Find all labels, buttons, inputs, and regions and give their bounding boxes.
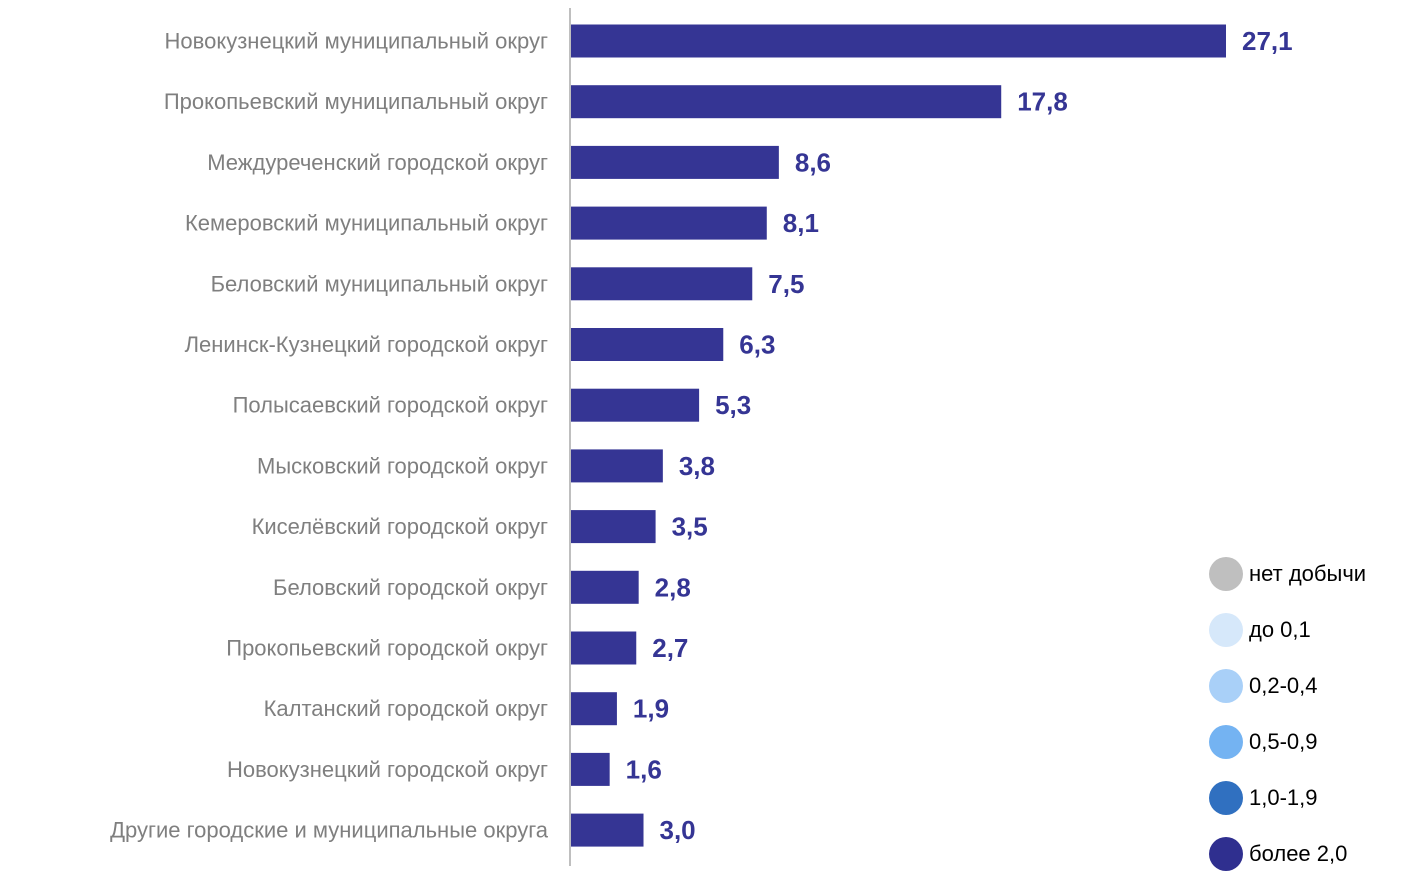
bar	[571, 388, 700, 422]
category-label: Другие городские и муниципальные округа	[110, 818, 549, 843]
bar	[571, 449, 663, 483]
legend-swatch	[1209, 781, 1243, 815]
bars	[571, 24, 1226, 847]
value-label: 8,1	[783, 208, 819, 238]
value-label: 2,8	[655, 572, 691, 602]
legend-label: до 0,1	[1249, 617, 1311, 642]
category-label: Беловский муниципальный округ	[211, 271, 548, 296]
value-label: 1,9	[633, 694, 669, 724]
category-label: Кемеровский муниципальный округ	[185, 211, 548, 236]
value-label: 6,3	[739, 330, 775, 360]
bar	[571, 570, 639, 604]
bar	[571, 24, 1226, 58]
bar	[571, 206, 767, 240]
legend-swatch	[1209, 613, 1243, 647]
value-label: 3,8	[679, 451, 715, 481]
value-labels: 27,1 17,8 8,6 8,1 7,5 6,3 5,3 3,8 3,5 2,8 2,7 1,9 1,…	[626, 26, 1293, 845]
category-label: Новокузнецкий муниципальный округ	[165, 29, 548, 54]
bar	[571, 813, 644, 847]
category-label: Междуреченский городской округ	[207, 150, 548, 175]
category-label: Полысаевский городской округ	[233, 393, 548, 418]
bar	[571, 752, 610, 786]
category-label: Ленинск-Кузнецкий городской округ	[185, 332, 548, 357]
legend-item-0-5-0-9: 0,5-0,9	[1209, 714, 1403, 770]
value-label: 17,8	[1017, 87, 1068, 117]
legend-label: нет добычи	[1249, 561, 1367, 586]
category-label: Прокопьевский городской округ	[226, 636, 548, 661]
value-label: 1,6	[626, 754, 662, 784]
bar	[571, 328, 724, 361]
value-label: 2,7	[652, 633, 688, 663]
bar	[571, 510, 656, 544]
value-label: 27,1	[1242, 26, 1293, 56]
bar	[571, 631, 637, 665]
legend-item-up-to-0-1: до 0,1	[1209, 602, 1403, 658]
legend-item-over-2-0: более 2,0	[1209, 826, 1403, 882]
legend-label: более 2,0	[1249, 841, 1348, 866]
legend-item-1-0-1-9: 1,0-1,9	[1209, 770, 1403, 826]
bar	[571, 145, 779, 179]
category-label: Прокопьевский муниципальный округ	[164, 89, 548, 114]
legend-swatch	[1209, 725, 1243, 759]
value-label: 3,5	[672, 512, 708, 542]
legend-swatch	[1209, 837, 1243, 871]
category-labels: Новокузнецкий муниципальный округ Прокопь…	[110, 29, 549, 843]
category-label: Новокузнецкий городской округ	[227, 757, 548, 782]
value-label: 3,0	[660, 815, 696, 845]
legend-label: 0,5-0,9	[1249, 729, 1318, 754]
bar	[571, 267, 753, 301]
category-label: Калтанский городской округ	[264, 696, 548, 721]
legend-label: 1,0-1,9	[1249, 785, 1318, 810]
value-label: 7,5	[768, 269, 804, 299]
legend: нет добычи до 0,1 0,2-0,4 0,5-0,9 1,0-1,…	[1209, 546, 1403, 882]
legend-item-no-mining: нет добычи	[1209, 546, 1403, 602]
category-label: Мысковский городской округ	[257, 453, 548, 478]
category-label: Беловский городской округ	[273, 575, 548, 600]
bar	[571, 85, 1002, 119]
legend-swatch	[1209, 669, 1243, 703]
legend-swatch	[1209, 557, 1243, 591]
value-label: 5,3	[715, 390, 751, 420]
value-label: 8,6	[795, 147, 831, 177]
legend-item-0-2-0-4: 0,2-0,4	[1209, 658, 1403, 714]
bar	[571, 692, 617, 726]
category-label: Киселёвский городской округ	[252, 514, 548, 539]
legend-label: 0,2-0,4	[1249, 673, 1318, 698]
